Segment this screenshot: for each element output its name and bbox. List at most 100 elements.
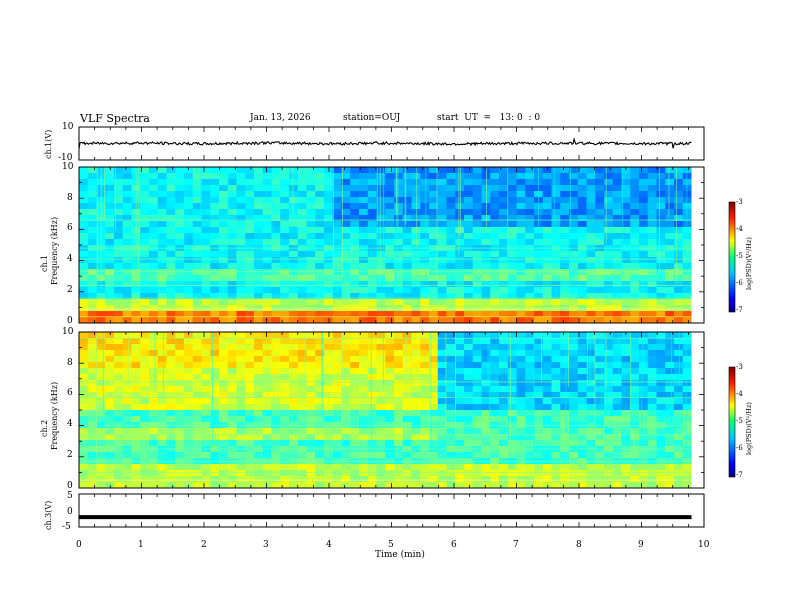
ch2-spectrogram-cell: [236, 368, 246, 375]
ch2-spectrogram-cell: [429, 350, 439, 357]
ch1-spectrogram-cell: [472, 287, 482, 294]
ch1-spectrogram-cell: [586, 275, 596, 282]
ch1-spectrogram-cell: [105, 263, 115, 270]
ch2-spectrogram-cell: [324, 356, 334, 363]
ch1-spectrogram-cell: [499, 275, 509, 282]
ch2-spectrogram-cell: [665, 416, 675, 423]
ch1-spectrogram-cell: [236, 179, 246, 186]
ch2-spectrogram-cell: [350, 434, 360, 441]
ch1-spectrogram-cell: [525, 317, 535, 324]
ch2-spectrogram-cell: [569, 470, 579, 477]
ch2-spectrogram-cell: [306, 362, 316, 369]
ch1-spectrogram-cell: [359, 185, 369, 192]
ch2-spectrogram-cell: [560, 404, 570, 411]
ch2-spectrogram-cell: [551, 362, 561, 369]
ch1-spectrogram-cell: [184, 209, 194, 216]
ch2-spectrogram-cell: [420, 428, 430, 435]
ch1-spectrogram-cell: [367, 239, 377, 246]
ch1-spectrogram-cell: [577, 191, 587, 198]
ch2-spectrogram-cell: [157, 392, 167, 399]
ch2-spectrogram-cell: [254, 410, 264, 417]
ch1-spectrogram-cell: [534, 305, 544, 312]
ch1-spectrogram-cell: [665, 203, 675, 210]
ch1-spectrogram-cell: [192, 269, 202, 276]
ch1-spectrogram-cell: [682, 191, 692, 198]
ch1-spectrogram-cell: [87, 239, 97, 246]
ch2-spectrogram-cell: [586, 380, 596, 387]
ch1-spectrogram-cell: [315, 275, 325, 282]
ch1-spectrogram-cell: [175, 257, 185, 264]
ch2-spectrogram-cell: [656, 350, 666, 357]
ch1-spectrogram-cell: [420, 167, 430, 174]
ch1-spectrogram-cell: [289, 281, 299, 288]
ch1-spectrogram-cell: [621, 227, 631, 234]
ch1-spectrogram-cell: [271, 233, 281, 240]
ch1-spectrogram-cell: [210, 179, 220, 186]
ch2-spectrogram-cell: [122, 476, 132, 483]
ch2-spectrogram-cell: [79, 476, 89, 483]
ch1-spectrogram-cell: [481, 185, 491, 192]
ch2-spectrogram-cell: [192, 356, 202, 363]
ch2-spectrogram-cell: [87, 434, 97, 441]
ch1-spectrogram-cell: [507, 167, 517, 174]
ch2-spectrogram-cell: [131, 362, 141, 369]
ch2-spectrogram-cell: [534, 464, 544, 471]
ch2-spectrogram-cell: [131, 386, 141, 393]
ch1-spectrogram-cell: [236, 203, 246, 210]
ch2-spectrogram-cell: [201, 368, 211, 375]
ch1-spectrogram-cell: [324, 227, 334, 234]
ch1-spectrogram-cell: [96, 317, 106, 324]
ch1-spectrogram-cell: [560, 215, 570, 222]
ch2-spectrogram-cell: [96, 404, 106, 411]
ch2-spectrogram-cell: [210, 350, 220, 357]
ch2-spectrogram-cell: [367, 356, 377, 363]
ch2-spectrogram-cell: [665, 350, 675, 357]
ch2-spectrogram-cell: [516, 440, 526, 447]
ch1-spectrogram-cell: [560, 203, 570, 210]
ch1-spectrogram-cell: [192, 251, 202, 258]
ch1-spectrogram-cell: [280, 197, 290, 204]
ch2-spectrogram-cell: [674, 470, 684, 477]
ch2-spectrogram-cell: [595, 416, 605, 423]
ch1-spectrogram-cell: [499, 203, 509, 210]
ch2-spectrogram-cell: [499, 350, 509, 357]
ch1-spectrogram-cell: [630, 203, 640, 210]
ch2-spectrogram-cell: [420, 482, 430, 489]
ch1-spectrogram-cell: [271, 311, 281, 318]
ch1-spectrogram-cell: [166, 185, 176, 192]
ch1-spectrogram-cell: [289, 251, 299, 258]
ch2-spectrogram-cell: [227, 398, 237, 405]
ch1-spectrogram-cell: [315, 221, 325, 228]
ch2-spectrogram-cell: [254, 338, 264, 345]
ch1-spectrogram-cell: [560, 263, 570, 270]
ch1-spectrogram-cell: [682, 293, 692, 300]
ch2-spectrogram-cell: [639, 380, 649, 387]
ch2-spectrogram-cell: [271, 410, 281, 417]
ch1-spectrogram-cell: [674, 221, 684, 228]
ch1-spectrogram-cell: [140, 239, 150, 246]
ch2-spectrogram-cell: [315, 470, 325, 477]
ch1-spectrogram-cell: [271, 221, 281, 228]
ch2-spectrogram-cell: [262, 338, 272, 345]
ch1-spectrogram-cell: [341, 269, 351, 276]
ch1-spectrogram-cell: [455, 281, 465, 288]
ch1-spectrogram-cell: [376, 263, 386, 270]
ch1-spectrogram-cell: [324, 197, 334, 204]
ch1-spectrogram-cell: [166, 269, 176, 276]
ch1-spectrogram-cell: [280, 299, 290, 306]
ch2-spectrogram-cell: [376, 482, 386, 489]
ch1-spectrogram-cell: [551, 203, 561, 210]
ch1-spectrogram-cell: [289, 275, 299, 282]
ch2-spectrogram-cell: [87, 476, 97, 483]
ch2-spectrogram-cell: [490, 464, 500, 471]
ch2-spectrogram-cell: [481, 332, 491, 339]
ch2-spectrogram-cell: [656, 440, 666, 447]
ch2-spectrogram-cell: [516, 392, 526, 399]
ch2-spectrogram-cell: [96, 416, 106, 423]
ch2-spectrogram-cell: [192, 404, 202, 411]
ch1-spectrogram-cell: [315, 239, 325, 246]
ch1-spectrogram-cell: [376, 203, 386, 210]
ch1-spectrogram-cell: [166, 299, 176, 306]
ch1-spectrogram-cell: [455, 203, 465, 210]
ch2-spectrogram-cell: [525, 434, 535, 441]
